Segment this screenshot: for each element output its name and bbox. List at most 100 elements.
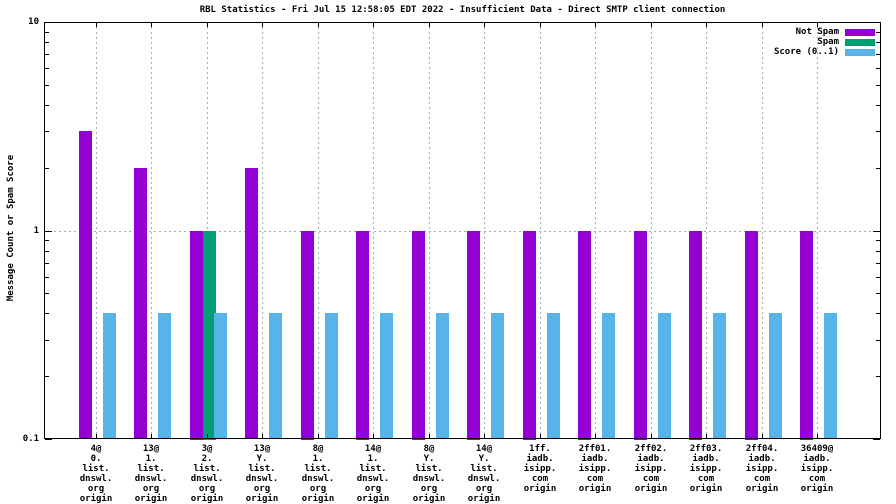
x-label-line: iadb.	[692, 454, 720, 464]
x-label-line: Y.	[478, 454, 490, 464]
x-label-line: list.	[248, 464, 276, 474]
y-tick	[45, 68, 49, 69]
x-tick	[706, 434, 707, 438]
y-tick	[45, 293, 49, 294]
gridline-x	[373, 22, 374, 439]
legend-label-not-spam: Not Spam	[795, 27, 839, 37]
y-tick	[876, 54, 880, 55]
bar-not-spam	[245, 168, 258, 439]
x-label-line: 4@	[90, 444, 102, 454]
x-label-line: list.	[415, 464, 443, 474]
legend-swatch-not-spam	[845, 28, 875, 36]
y-tick	[45, 85, 49, 86]
y-tick	[45, 376, 49, 377]
gridline-x	[595, 22, 596, 439]
x-label-line: org	[475, 484, 493, 494]
y-tick	[876, 313, 880, 314]
y-tick	[876, 32, 880, 33]
gridline-x	[151, 22, 152, 439]
x-label-line: 1.	[312, 454, 324, 464]
x-label-line: iadb.	[748, 454, 776, 464]
bar-not-spam	[523, 231, 536, 440]
bar-score-0-1-	[658, 313, 671, 439]
x-label-line: list.	[82, 464, 110, 474]
x-label-line: dnswl.	[467, 474, 501, 484]
bar-score-0-1-	[380, 313, 393, 439]
x-tick	[651, 434, 652, 438]
x-label-line: dnswl.	[356, 474, 390, 484]
x-label-line: org	[87, 484, 105, 494]
x-label-line: 36409@	[800, 444, 834, 454]
gridline-x	[262, 22, 263, 439]
x-label-line: com	[697, 474, 715, 484]
x-tick	[318, 23, 319, 27]
y-tick	[45, 22, 52, 23]
x-label-line: 1ff.	[529, 444, 551, 454]
x-label-line: dnswl.	[412, 474, 446, 484]
x-tick	[762, 434, 763, 438]
x-label-line: isipp.	[689, 464, 723, 474]
gridline-x	[762, 22, 763, 439]
bar-score-0-1-	[103, 313, 116, 439]
y-tick	[873, 439, 880, 440]
x-category-label: 2ff02. iadb. isipp. com origin	[623, 444, 679, 494]
x-label-line: list.	[304, 464, 332, 474]
bar-score-0-1-	[269, 313, 282, 439]
y-tick	[45, 263, 49, 264]
gridline-x	[706, 22, 707, 439]
x-label-line: org	[142, 484, 160, 494]
x-tick	[595, 23, 596, 27]
bar-score-0-1-	[824, 313, 837, 439]
y-tick	[876, 277, 880, 278]
y-tick	[45, 131, 49, 132]
x-tick	[151, 23, 152, 27]
y-tick	[873, 231, 880, 232]
bar-score-0-1-	[436, 313, 449, 439]
x-tick	[540, 23, 541, 27]
x-label-line: isipp.	[745, 464, 779, 474]
x-label-line: 2ff04.	[745, 444, 779, 454]
bar-score-0-1-	[325, 313, 338, 439]
bar-score-0-1-	[713, 313, 726, 439]
x-label-line: 1.	[367, 454, 379, 464]
x-category-label: 2ff04. iadb. isipp. com origin	[734, 444, 790, 494]
y-tick	[876, 376, 880, 377]
x-label-line: list.	[193, 464, 221, 474]
x-label-line: isipp.	[634, 464, 668, 474]
x-label-line: org	[364, 484, 382, 494]
gridline-x	[207, 22, 208, 439]
x-label-line: dnswl.	[301, 474, 335, 484]
y-tick	[45, 240, 49, 241]
bar-spam	[203, 231, 216, 440]
x-category-label: 4@ 0. list. dnswl. org origin	[68, 444, 124, 504]
x-tick	[207, 434, 208, 438]
x-label-line: origin	[634, 484, 668, 494]
y-tick	[876, 340, 880, 341]
x-label-line: dnswl.	[79, 474, 113, 484]
y-tick	[45, 439, 52, 440]
legend-entry-score: Score (0..1)	[774, 47, 875, 57]
bar-not-spam	[79, 131, 92, 439]
y-tick	[876, 168, 880, 169]
x-label-line: 8@	[312, 444, 324, 454]
bar-not-spam	[190, 231, 203, 440]
x-category-label: 13@ 1. list. dnswl. org origin	[123, 444, 179, 504]
x-label-line: 2ff01.	[578, 444, 612, 454]
gridline-x	[318, 22, 319, 439]
x-tick	[373, 23, 374, 27]
x-label-line: 1.	[145, 454, 157, 464]
bar-score-0-1-	[769, 313, 782, 439]
gridline-x	[817, 22, 818, 439]
legend-label-score: Score (0..1)	[773, 47, 839, 57]
y-tick	[876, 263, 880, 264]
x-label-line: origin	[301, 494, 335, 504]
x-tick	[484, 434, 485, 438]
x-label-line: org	[420, 484, 438, 494]
x-label-line: Y.	[423, 454, 435, 464]
legend-entry-spam: Spam	[774, 37, 875, 47]
y-tick	[45, 105, 49, 106]
gridline-x	[651, 22, 652, 439]
y-tick	[876, 42, 880, 43]
y-tick	[45, 42, 49, 43]
